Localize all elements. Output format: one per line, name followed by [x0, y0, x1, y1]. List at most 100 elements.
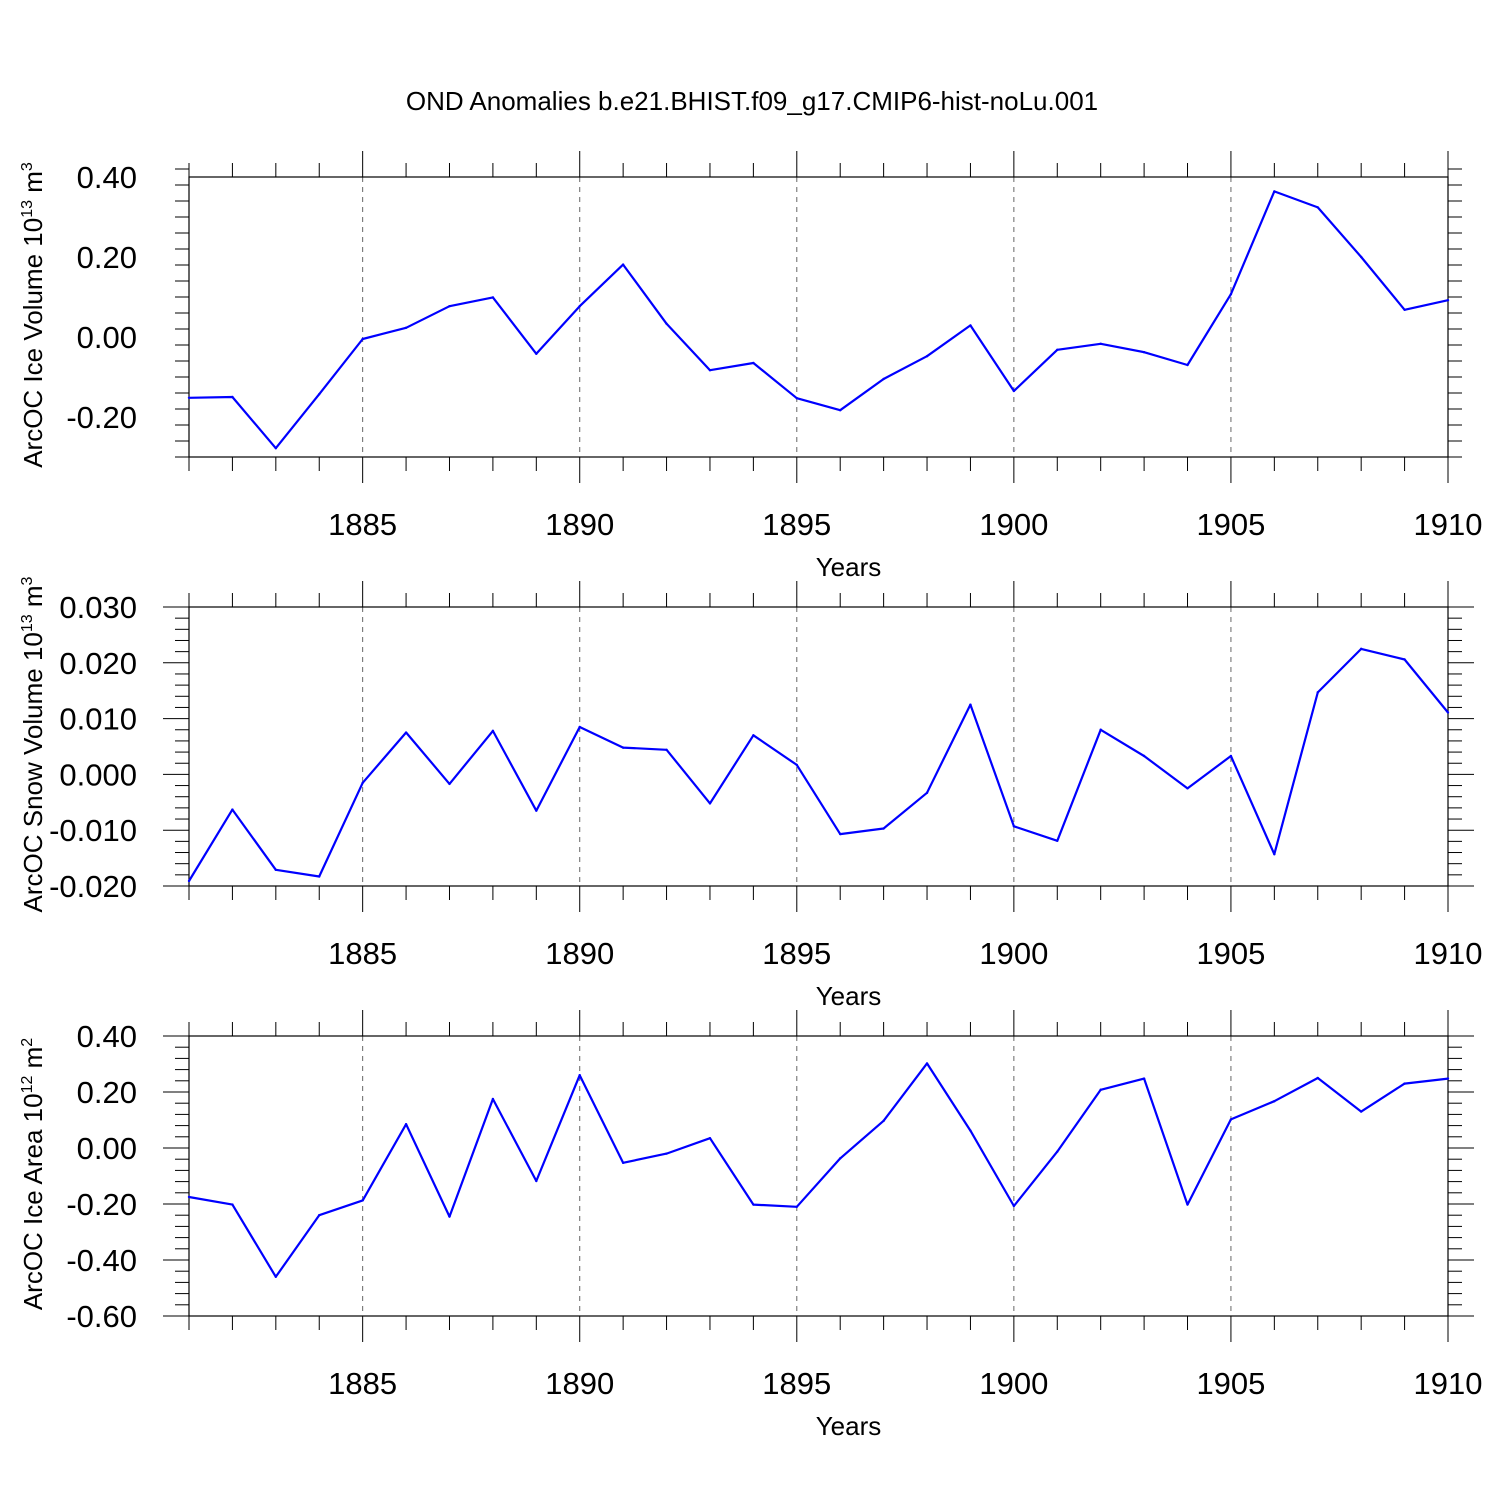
- data-point-1910: [1446, 1077, 1450, 1080]
- x-axis-label: Years: [816, 981, 882, 1011]
- x-tick-label: 1910: [1414, 1366, 1483, 1401]
- data-point-1897: [882, 1119, 885, 1123]
- data-point-1901: [1056, 839, 1059, 843]
- data-point-1888: [491, 1097, 495, 1101]
- data-point-1910: [1446, 711, 1450, 714]
- y-tick-label: -0.020: [49, 869, 137, 904]
- data-point-1885: [361, 337, 364, 341]
- data-point-1887: [448, 1215, 451, 1218]
- y-axis-label-text: ArcOC Ice Volume 10: [18, 218, 48, 468]
- data-point-1890: [578, 305, 581, 308]
- x-tick-label: 1890: [545, 1366, 614, 1401]
- data-point-1887: [448, 305, 451, 308]
- y-tick-label: 0.40: [77, 160, 137, 195]
- data-point-1900: [1012, 825, 1016, 828]
- data-point-1902: [1099, 728, 1102, 731]
- y-tick-label: 0.030: [59, 590, 137, 625]
- x-tick-label: 1905: [1196, 1366, 1265, 1401]
- data-point-1894: [752, 361, 755, 365]
- data-point-1883: [274, 1275, 278, 1279]
- data-point-1910: [1446, 299, 1450, 302]
- y-tick-label: 0.020: [59, 646, 137, 681]
- data-point-1881: [187, 1195, 191, 1199]
- y-tick-label: -0.40: [66, 1243, 137, 1278]
- y-tick-label: -0.60: [66, 1299, 137, 1334]
- data-point-1892: [665, 1152, 668, 1155]
- data-point-1882: [231, 808, 234, 811]
- data-point-1903: [1142, 754, 1146, 758]
- data-point-1897: [882, 827, 885, 830]
- y-tick-label: -0.20: [66, 1187, 137, 1222]
- x-tick-label: 1910: [1414, 936, 1483, 971]
- x-tick-label: 1905: [1196, 936, 1265, 971]
- data-point-1889: [535, 809, 538, 812]
- data-point-1885: [361, 1199, 364, 1202]
- x-tick-label: 1900: [979, 936, 1048, 971]
- y-tick-label: -0.010: [49, 813, 137, 848]
- y-axis-label-superscript: 3: [19, 162, 36, 171]
- x-tick-label: 1890: [545, 507, 614, 542]
- data-point-1886: [404, 731, 408, 734]
- x-axis-label: Years: [816, 1411, 882, 1441]
- data-point-1907: [1316, 206, 1319, 209]
- data-point-1888: [491, 296, 495, 299]
- y-axis-label: ArcOC Ice Area 1012 m2: [18, 1038, 48, 1310]
- plot-frame: [188, 1035, 1449, 1317]
- data-point-1895: [795, 1205, 798, 1209]
- data-point-1905: [1229, 754, 1233, 758]
- x-tick-label: 1885: [328, 936, 397, 971]
- x-tick-label: 1905: [1196, 507, 1265, 542]
- data-point-1906: [1273, 190, 1276, 193]
- data-point-1891: [621, 746, 625, 749]
- data-point-1893: [708, 802, 712, 805]
- data-point-1890: [578, 725, 581, 729]
- data-point-1883: [274, 447, 278, 450]
- data-point-1904: [1186, 363, 1189, 367]
- x-tick-label: 1895: [762, 507, 831, 542]
- x-tick-label: 1910: [1414, 507, 1483, 542]
- panel-1: -0.20 0.00 0.20 0.40 1885 1890 1895 1900 1905 191…: [18, 151, 1482, 582]
- data-point-1887: [448, 782, 451, 786]
- x-tick-label: 1895: [762, 1366, 831, 1401]
- y-tick-label: 0.010: [59, 702, 137, 737]
- data-point-1899: [969, 1129, 972, 1132]
- data-point-1903: [1142, 1077, 1146, 1080]
- data-point-1896: [839, 1157, 842, 1160]
- y-tick-label: 0.20: [77, 240, 137, 275]
- data-point-1901: [1056, 1150, 1059, 1153]
- data-point-1889: [535, 352, 538, 355]
- data-point-1905: [1229, 1118, 1233, 1121]
- y-axis-label: ArcOC Snow Volume 1013 m3: [18, 576, 48, 912]
- panel-3: -0.60 -0.40 -0.20 0.00 0.20 0.40 1885 1890 1895 1…: [18, 1010, 1482, 1441]
- x-tick-label: 1895: [762, 936, 831, 971]
- data-point-1909: [1403, 1082, 1406, 1085]
- data-point-1891: [621, 263, 625, 266]
- data-point-1908: [1359, 255, 1363, 259]
- y-axis-label-superscript: 13: [19, 200, 36, 218]
- x-tick-label: 1885: [328, 507, 397, 542]
- data-point-1909: [1403, 308, 1406, 311]
- data-point-1884: [318, 1214, 321, 1217]
- data-point-1901: [1056, 348, 1059, 351]
- data-point-1893: [708, 1137, 712, 1140]
- data-point-1885: [361, 781, 364, 784]
- data-point-1900: [1012, 389, 1016, 393]
- data-point-1907: [1316, 1076, 1319, 1080]
- panel-2: -0.020 -0.010 0.000 0.010 0.020 0.030 1885 1890…: [18, 576, 1482, 1011]
- x-tick-label: 1900: [979, 1366, 1048, 1401]
- x-tick-label: 1885: [328, 1366, 397, 1401]
- data-point-1906: [1273, 852, 1276, 856]
- data-point-1909: [1403, 658, 1406, 661]
- data-point-1890: [578, 1074, 581, 1077]
- data-point-1895: [795, 397, 798, 400]
- data-point-1900: [1012, 1204, 1016, 1208]
- data-point-1902: [1099, 342, 1102, 345]
- y-axis-label-text: m: [18, 585, 48, 614]
- data-point-1898: [925, 1062, 929, 1065]
- data-point-1882: [231, 1203, 234, 1206]
- data-point-1884: [318, 875, 321, 878]
- y-tick-label: 0.00: [77, 320, 137, 355]
- y-axis-label: ArcOC Ice Volume 1013 m3: [18, 162, 48, 468]
- series-line: [188, 647, 1449, 882]
- x-tick-label: 1900: [979, 507, 1048, 542]
